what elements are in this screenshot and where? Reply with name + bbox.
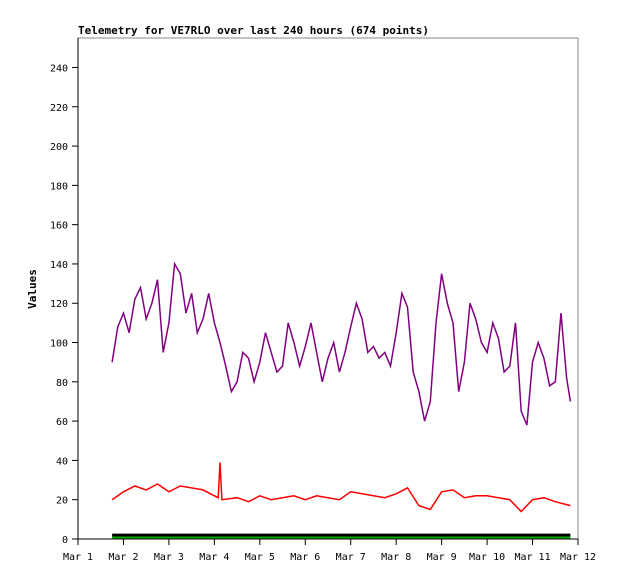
x-tick-label: Mar 7	[336, 552, 366, 563]
x-tick-label: Mar 6	[290, 552, 320, 563]
x-tick-label: Mar 10	[469, 552, 505, 563]
y-tick-label: 40	[56, 456, 68, 467]
series-line-0	[111, 261, 572, 426]
y-tick-label: 0	[62, 535, 68, 546]
y-tick-label: 20	[56, 496, 68, 507]
y-tick-label: 240	[50, 63, 68, 74]
y-tick-label: 80	[56, 378, 68, 389]
x-tick-label: Mar 5	[245, 552, 275, 563]
x-tick-label: Mar 9	[427, 552, 457, 563]
x-tick-label: Mar 4	[199, 552, 229, 563]
y-tick-label: 60	[56, 417, 68, 428]
chart-title: Telemetry for VE7RLO over last 240 hours…	[78, 24, 429, 37]
y-tick-label: 120	[50, 299, 68, 310]
y-tick-label: 160	[50, 221, 68, 232]
y-axis-label: Values	[26, 269, 39, 309]
x-tick-label: Mar 1	[63, 552, 93, 563]
series-line-1	[111, 462, 571, 513]
axes-layer: 0 20 40 60 80 100 120 140 160 180 200 220 240 Mar 1 Ma…	[50, 38, 596, 563]
y-tick-label: 220	[50, 103, 68, 114]
plot-frame	[77, 37, 579, 540]
x-tick-label: Mar 11	[514, 552, 550, 563]
y-tick-label: 100	[50, 339, 68, 350]
series-layer	[111, 261, 572, 540]
y-tick-label: 180	[50, 181, 68, 192]
x-tick-label: Mar 12	[560, 552, 596, 563]
y-tick-label: 200	[50, 142, 68, 153]
x-tick-label: Mar 2	[108, 552, 138, 563]
x-tick-label: Mar 3	[154, 552, 184, 563]
y-tick-label: 140	[50, 260, 68, 271]
x-tick-label: Mar 8	[381, 552, 411, 563]
